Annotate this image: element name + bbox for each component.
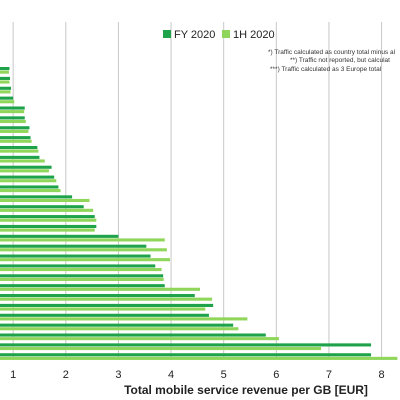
x-tick-label-4: 4 [168, 369, 174, 381]
bar-fy2020-6 [0, 116, 25, 120]
bar-fy2020-8 [0, 136, 31, 140]
bar-fy2020-27 [0, 323, 234, 327]
bar-1h2020-25 [0, 307, 206, 311]
bar-1h2020-26 [0, 317, 248, 321]
bar-fy2020-22 [0, 274, 164, 278]
bar-fy2020-29 [0, 343, 372, 347]
bar-1h2020-21 [0, 268, 162, 272]
footnote-2: **) Traffic not reported, but calculat [290, 57, 390, 64]
bar-fy2020-5 [0, 106, 25, 110]
bar-1h2020-9 [0, 149, 39, 153]
bar-fy2020-19 [0, 244, 147, 248]
legend-label-fy2020: FY 2020 [174, 29, 215, 41]
x-tick-label-8: 8 [379, 369, 385, 381]
bar-fy2020-23 [0, 284, 165, 288]
bar-fy2020-21 [0, 264, 156, 268]
x-axis-ticks: 1 2 3 4 5 6 7 8 [10, 369, 385, 381]
bar-1h2020-19 [0, 248, 167, 252]
bar-1h2020-13 [0, 189, 61, 193]
legend-swatch-1h2020 [222, 30, 230, 38]
x-tick-label-6: 6 [273, 369, 279, 381]
bar-1h2020-28 [0, 337, 279, 341]
bar-1h2020-30 [0, 356, 398, 360]
bar-fy2020-26 [0, 313, 209, 317]
legend-label-1h2020: 1H 2020 [233, 29, 275, 41]
bar-fy2020-25 [0, 303, 214, 307]
x-tick-label-2: 2 [63, 369, 69, 381]
bar-fy2020-30 [0, 353, 372, 357]
bar-fy2020-9 [0, 145, 38, 150]
bar-fy2020-16 [0, 215, 95, 219]
bar-fy2020-4 [0, 96, 14, 100]
x-tick-label-5: 5 [221, 369, 227, 381]
bar-1h2020-12 [0, 179, 57, 183]
bar-1h2020-4 [0, 100, 15, 104]
bar-fy2020-14 [0, 195, 73, 199]
x-tick-label-1: 1 [10, 369, 16, 381]
bar-1h2020-20 [0, 258, 170, 262]
bar-1h2020-1 [0, 70, 9, 74]
bar-fy2020-24 [0, 294, 195, 298]
bar-1h2020-7 [0, 129, 29, 133]
bar-fy2020-20 [0, 254, 151, 258]
bar-fy2020-12 [0, 175, 55, 179]
bar-1h2020-6 [0, 119, 26, 124]
bar-1h2020-29 [0, 346, 322, 351]
bar-1h2020-27 [0, 327, 239, 331]
bar-1h2020-8 [0, 139, 32, 143]
bar-1h2020-23 [0, 287, 200, 291]
bar-1h2020-3 [0, 90, 11, 94]
footnotes: *) Traffic calculated as country total m… [268, 49, 396, 73]
x-axis-label: Total mobile service revenue per GB [EUR… [124, 383, 368, 397]
bar-fy2020-18 [0, 234, 119, 238]
bar-fy2020-10 [0, 155, 40, 159]
bar-1h2020-18 [0, 238, 165, 242]
bar-fy2020-7 [0, 126, 30, 130]
bar-fy2020-1 [0, 67, 10, 71]
x-tick-label-7: 7 [326, 369, 332, 381]
bar-1h2020-5 [0, 110, 25, 114]
bar-1h2020-15 [0, 208, 94, 212]
bar-1h2020-11 [0, 169, 49, 173]
legend: FY 2020 1H 2020 [163, 29, 275, 41]
bar-1h2020-16 [0, 218, 97, 222]
bar-fy2020-13 [0, 185, 59, 189]
footnote-1: *) Traffic calculated as country total m… [268, 49, 396, 56]
bar-1h2020-24 [0, 297, 213, 301]
bar-fy2020-28 [0, 333, 266, 337]
bar-1h2020-2 [0, 80, 10, 84]
bar-fy2020-2 [0, 76, 10, 80]
bar-1h2020-22 [0, 277, 164, 281]
bar-1h2020-17 [0, 228, 95, 232]
bar-fy2020-11 [0, 165, 52, 169]
bars [0, 67, 398, 360]
bar-1h2020-14 [0, 198, 90, 203]
bar-1h2020-10 [0, 159, 45, 163]
x-tick-label-3: 3 [115, 369, 121, 381]
legend-swatch-fy2020 [163, 30, 171, 38]
bar-fy2020-3 [0, 86, 12, 90]
bar-fy2020-17 [0, 224, 97, 229]
bar-fy2020-15 [0, 205, 84, 209]
gridlines [12, 22, 383, 360]
footnote-3: ***) Traffic calculated as 3 Europe tota… [270, 66, 382, 73]
